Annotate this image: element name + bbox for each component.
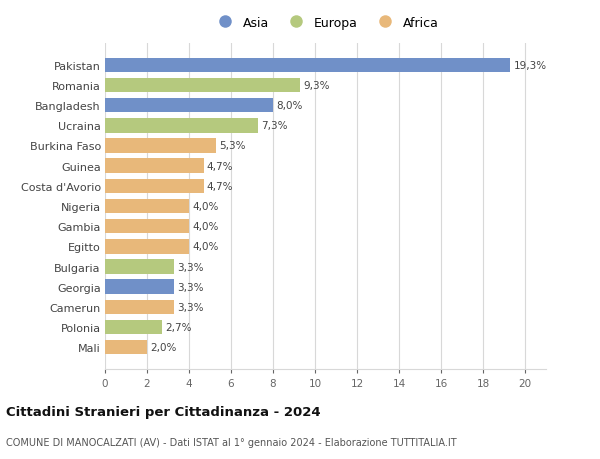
- Bar: [105, 219, 189, 234]
- Bar: [105, 78, 301, 93]
- Text: 4,0%: 4,0%: [192, 242, 218, 252]
- Text: 9,3%: 9,3%: [304, 81, 330, 91]
- Text: 2,7%: 2,7%: [165, 322, 191, 332]
- Text: COMUNE DI MANOCALZATI (AV) - Dati ISTAT al 1° gennaio 2024 - Elaborazione TUTTIT: COMUNE DI MANOCALZATI (AV) - Dati ISTAT …: [6, 437, 457, 447]
- Text: 3,3%: 3,3%: [178, 302, 204, 312]
- Bar: [105, 159, 204, 174]
- Text: 4,7%: 4,7%: [207, 161, 233, 171]
- Text: 2,0%: 2,0%: [150, 342, 176, 353]
- Bar: [105, 300, 175, 314]
- Text: 19,3%: 19,3%: [514, 61, 547, 71]
- Text: 4,0%: 4,0%: [192, 202, 218, 212]
- Bar: [105, 320, 162, 335]
- Text: 3,3%: 3,3%: [178, 282, 204, 292]
- Bar: [105, 58, 511, 73]
- Bar: [105, 139, 217, 153]
- Bar: [105, 340, 147, 355]
- Text: 5,3%: 5,3%: [220, 141, 246, 151]
- Bar: [105, 99, 273, 113]
- Bar: [105, 260, 175, 274]
- Bar: [105, 199, 189, 214]
- Text: 4,7%: 4,7%: [207, 181, 233, 191]
- Text: 7,3%: 7,3%: [262, 121, 288, 131]
- Text: 4,0%: 4,0%: [192, 222, 218, 232]
- Legend: Asia, Europa, Africa: Asia, Europa, Africa: [210, 14, 441, 32]
- Text: Cittadini Stranieri per Cittadinanza - 2024: Cittadini Stranieri per Cittadinanza - 2…: [6, 405, 320, 419]
- Bar: [105, 280, 175, 294]
- Bar: [105, 179, 204, 194]
- Text: 3,3%: 3,3%: [178, 262, 204, 272]
- Bar: [105, 240, 189, 254]
- Bar: [105, 119, 259, 133]
- Text: 8,0%: 8,0%: [276, 101, 302, 111]
